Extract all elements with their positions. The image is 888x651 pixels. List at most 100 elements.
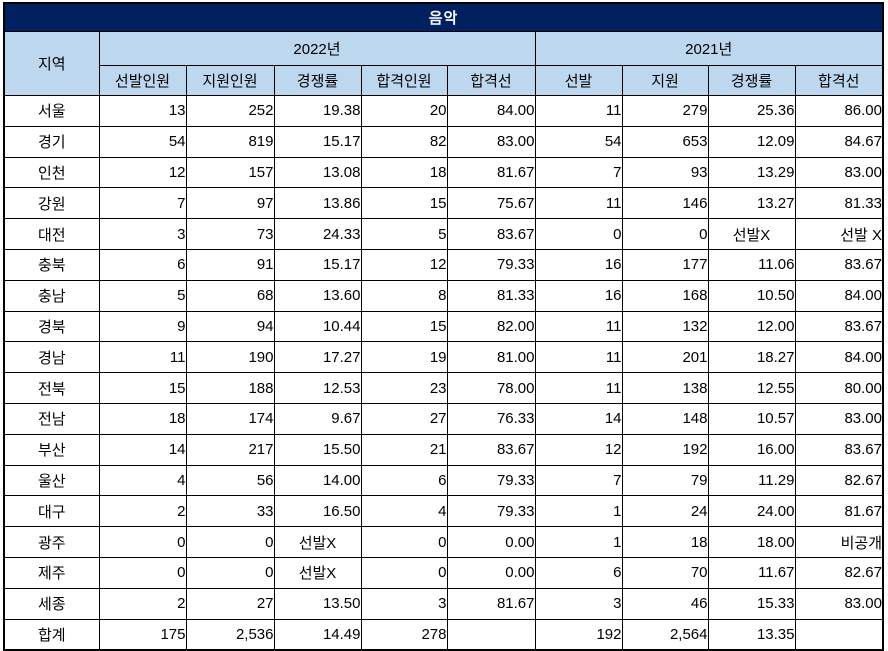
cutoff-2022-cell: 75.67	[446, 187, 536, 220]
value-cell: 18	[360, 156, 448, 189]
value-cell: 175	[98, 618, 187, 651]
value-cell: 20	[360, 95, 448, 127]
value-cell: 1	[534, 495, 623, 528]
value-cell: 2	[98, 495, 187, 528]
region-cell: 광주	[3, 526, 100, 558]
value-cell: 81.67	[794, 495, 884, 528]
value-cell: 6	[534, 556, 623, 589]
total-row: 합계 175 2,536 14.49 278 192 2,564 13.35	[3, 618, 884, 651]
value-cell: 15	[98, 372, 187, 404]
value-cell: 82.67	[794, 556, 884, 589]
value-cell: 13.86	[273, 187, 362, 220]
cutoff-2022-cell: 76.33	[446, 402, 536, 435]
value-cell: 653	[621, 125, 709, 158]
value-cell: 21	[360, 433, 448, 466]
value-cell: 11	[534, 372, 623, 404]
value-cell: 13.50	[273, 587, 362, 620]
column-header: 합격선	[446, 65, 536, 96]
cutoff-2022-cell: 79.33	[446, 248, 536, 281]
value-cell: 10.57	[707, 402, 796, 435]
value-cell: 0	[621, 218, 709, 250]
value-cell: 12	[534, 433, 623, 466]
value-cell: 0	[98, 526, 187, 558]
value-cell: 4	[98, 464, 187, 497]
value-cell: 201	[621, 341, 709, 374]
value-cell: 11	[534, 310, 623, 343]
value-cell: 0	[360, 556, 448, 589]
value-cell: 2	[98, 587, 187, 620]
value-cell: 비공개	[794, 526, 884, 558]
value-cell: 83.00	[794, 156, 884, 189]
column-header: 합격선	[794, 65, 884, 96]
value-cell: 33	[185, 495, 275, 528]
table-row: 전북 15 188 12.53 23 78.00 11 138 12.55 80.00	[3, 372, 884, 404]
column-header: 합격인원	[360, 65, 448, 96]
value-cell: 8	[360, 279, 448, 312]
value-cell: 168	[621, 279, 709, 312]
value-cell: 82.67	[794, 464, 884, 497]
value-cell: 7	[98, 187, 187, 220]
value-cell: 2,564	[621, 618, 709, 651]
value-cell: 15.50	[273, 433, 362, 466]
value-cell: 82	[360, 125, 448, 158]
table-row: 부산 14 217 15.50 21 83.67 12 192 16.00 83.67	[3, 433, 884, 466]
table-row: 세종 2 27 13.50 3 81.67 3 46 15.33 83.00	[3, 587, 884, 620]
value-cell: 16.00	[707, 433, 796, 466]
value-cell: 157	[185, 156, 275, 189]
cutoff-2022-cell: 84.00	[446, 95, 536, 127]
table-row: 울산 4 56 14.00 6 79.33 7 79 11.29 82.67	[3, 464, 884, 497]
region-cell: 부산	[3, 433, 100, 466]
column-header: 선발인원	[98, 65, 187, 96]
value-cell: 13.27	[707, 187, 796, 220]
value-cell: 15	[360, 310, 448, 343]
cutoff-2022-cell: 81.33	[446, 279, 536, 312]
cutoff-2022-cell: 83.67	[446, 433, 536, 466]
cutoff-2022-cell: 79.33	[446, 495, 536, 528]
value-cell: 83.67	[794, 248, 884, 281]
region-cell: 충남	[3, 279, 100, 312]
value-cell: 83.67	[794, 433, 884, 466]
music-score-table: 음악 지역 2022년 2021년 선발인원 지원인원 경쟁률 합격인원 합격선 선발 지원…	[3, 2, 884, 651]
value-cell: 5	[98, 279, 187, 312]
value-cell: 선발X	[273, 526, 362, 558]
value-cell: 84.00	[794, 341, 884, 374]
value-cell: 13.08	[273, 156, 362, 189]
value-cell: 12.53	[273, 372, 362, 404]
table-row: 강원 7 97 13.86 15 75.67 11 146 13.27 81.33	[3, 187, 884, 220]
year-header-row: 지역 2022년 2021년	[3, 31, 884, 96]
column-header: 경쟁률	[273, 65, 362, 96]
value-cell: 19.38	[273, 95, 362, 127]
value-cell: 7	[534, 464, 623, 497]
value-cell: 3	[534, 587, 623, 620]
region-cell: 인천	[3, 156, 100, 189]
value-cell: 11.29	[707, 464, 796, 497]
table-row: 충남 5 68 13.60 8 81.33 16 168 10.50 84.00	[3, 279, 884, 312]
value-cell: 0	[360, 526, 448, 558]
table-body: 서울 13 252 19.38 20 84.00 11 279 25.36 86.00 경기 54 81…	[3, 95, 884, 651]
value-cell: 9	[98, 310, 187, 343]
table-row: 서울 13 252 19.38 20 84.00 11 279 25.36 86.00	[3, 95, 884, 127]
title-row: 음악	[3, 2, 884, 32]
table-row: 경남 11 190 17.27 19 81.00 11 201 18.27 84.00	[3, 341, 884, 374]
value-cell: 146	[621, 187, 709, 220]
value-cell: 192	[621, 433, 709, 466]
value-cell: 12.55	[707, 372, 796, 404]
value-cell: 13.29	[707, 156, 796, 189]
value-cell: 177	[621, 248, 709, 281]
value-cell: 84.67	[794, 125, 884, 158]
value-cell: 14	[534, 402, 623, 435]
cutoff-2022-cell: 83.00	[446, 125, 536, 158]
value-cell: 10.44	[273, 310, 362, 343]
value-cell: 132	[621, 310, 709, 343]
value-cell: 13.35	[707, 618, 796, 651]
value-cell: 148	[621, 402, 709, 435]
value-cell: 0	[185, 526, 275, 558]
value-cell: 24.33	[273, 218, 362, 250]
region-cell: 울산	[3, 464, 100, 497]
subheader-row: 선발인원 지원인원 경쟁률 합격인원 합격선 선발 지원 경쟁률 합격선	[4, 65, 884, 96]
value-cell: 11	[534, 95, 623, 127]
value-cell: 18.27	[707, 341, 796, 374]
region-column-header: 지역	[3, 31, 100, 96]
value-cell: 14	[98, 433, 187, 466]
cutoff-2022-cell: 0.00	[446, 526, 536, 558]
